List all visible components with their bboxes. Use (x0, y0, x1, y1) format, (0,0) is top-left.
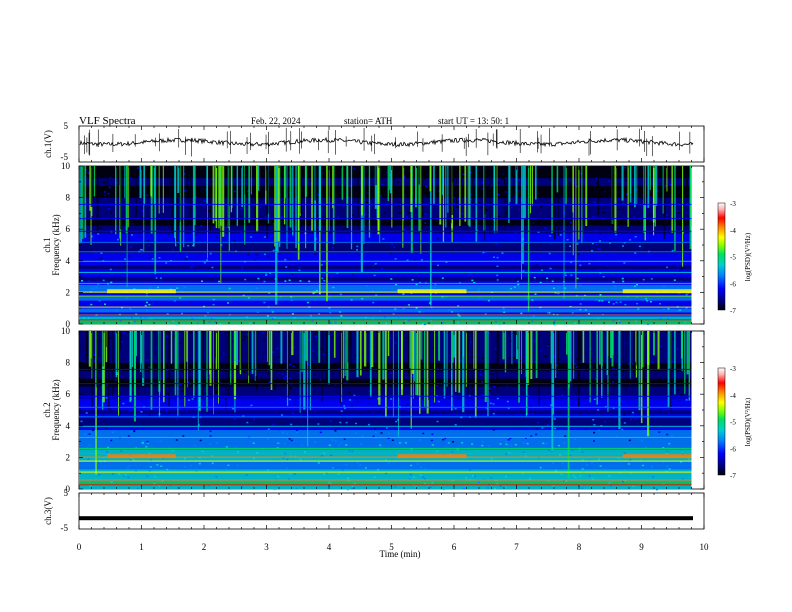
ch1-ytick-label: 4 (66, 256, 71, 266)
start-time-label: start UT = 13: 50: 1 (438, 116, 509, 126)
ch1-waveform-line (79, 136, 694, 148)
ch2-ytick-label: 0 (66, 484, 71, 494)
xtick-label: 7 (514, 542, 519, 552)
cb1-tick: -3 (730, 200, 736, 208)
ch1-ytick-label: 10 (61, 161, 71, 171)
ch1-spectrogram-yticks: 0 2 4 6 8 10 (61, 161, 71, 329)
ch1-waveform-ylabel: ch.1(V) (43, 130, 53, 158)
ch3-waveform-ylabel: ch.3(V) (43, 497, 53, 525)
ch1-ytick-5: 5 (64, 121, 69, 131)
ch2-ytick-label: 10 (61, 326, 71, 336)
xtick-label: 5 (389, 542, 394, 552)
xtick-label: 8 (577, 542, 582, 552)
ch2-spectrogram-yticks: 0 2 4 6 8 10 (61, 326, 71, 494)
ch2-ytick-label: 8 (66, 358, 71, 368)
ch3-waveform-panel (78, 492, 705, 530)
cb1-tick: -7 (730, 307, 736, 315)
ch1-frequency-ylabel: Frequency (kHz) (51, 214, 61, 275)
xtick-label: 4 (327, 542, 332, 552)
ch2-colorbar (717, 367, 726, 476)
cb2-tick: -5 (730, 419, 736, 427)
ch1-spectrogram (79, 166, 692, 326)
xtick-label: 2 (202, 542, 207, 552)
ch1-colorbar (717, 202, 726, 311)
cb2-tick: -3 (730, 365, 736, 373)
x-tick-labels: 0 1 2 3 4 5 6 7 8 9 10 (77, 542, 709, 552)
ch1-waveform-spikes (84, 127, 691, 157)
ch3-ytick-5: 5 (64, 488, 69, 498)
ch2-spectrogram (79, 331, 692, 491)
ch2-ytick-label: 4 (66, 421, 71, 431)
ch1-ytick-label: 6 (66, 224, 71, 234)
ch2-channel-label: ch.2 (42, 402, 52, 417)
ch2-colorbar-ticks: -3 -4 -5 -6 -7 (730, 365, 736, 480)
xtick-label: 6 (452, 542, 457, 552)
ch1-waveform-panel (78, 125, 705, 163)
ch1-channel-label: ch.1 (42, 237, 52, 252)
ch1-colorbar-label: log(PSD)(V²/Hz) (744, 232, 752, 281)
xtick-label: 10 (700, 542, 710, 552)
cb1-tick: -6 (730, 280, 736, 288)
cb1-tick: -5 (730, 254, 736, 262)
cb2-tick: -6 (730, 445, 736, 453)
xtick-label: 3 (264, 542, 269, 552)
ch1-ytick-label: 0 (66, 319, 71, 329)
cb2-tick: -4 (730, 392, 736, 400)
ch1-ytick-label: 8 (66, 193, 71, 203)
date-label: Feb. 22, 2024 (251, 116, 301, 126)
xtick-label: 1 (139, 542, 144, 552)
xtick-label: 0 (77, 542, 82, 552)
ch1-colorbar-ticks: -3 -4 -5 -6 -7 (730, 200, 736, 315)
figure-title: VLF Spectra (79, 115, 136, 127)
ch3-waveform-line (79, 516, 693, 521)
xtick-label: 9 (639, 542, 644, 552)
ch2-ytick-label: 2 (66, 452, 71, 462)
cb1-tick: -4 (730, 227, 736, 235)
ch1-ytick-label: 2 (66, 287, 71, 297)
cb2-tick: -7 (730, 472, 736, 480)
ch2-frequency-ylabel: Frequency (kHz) (51, 379, 61, 440)
ch2-colorbar-label: log(PSD)(V²/Hz) (744, 397, 752, 446)
x-axis-label: Time (min) (380, 549, 421, 559)
ch2-ytick-label: 6 (66, 389, 71, 399)
ch1-ytick-minus5: -5 (61, 152, 69, 162)
axis-ticks (78, 126, 705, 529)
station-label: station= ATH (344, 116, 393, 126)
ch3-ytick-minus5: -5 (61, 523, 69, 533)
